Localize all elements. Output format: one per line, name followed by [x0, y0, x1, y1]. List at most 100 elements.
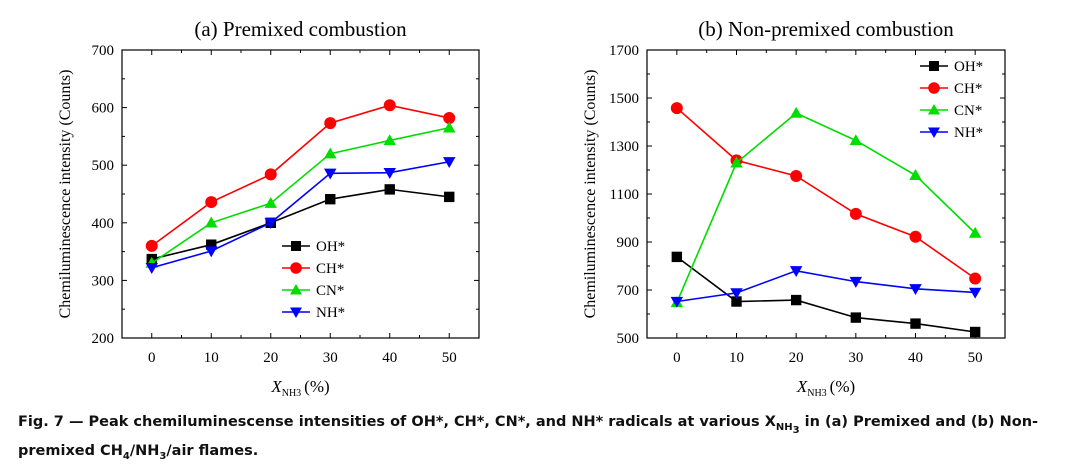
legend-label: OH*: [954, 59, 983, 75]
caption-x-sub: NH: [775, 421, 793, 433]
legend-marker: [928, 127, 940, 138]
data-point: [205, 246, 218, 258]
data-point: [383, 168, 396, 179]
x-axis-label-unit: (%): [830, 377, 855, 396]
y-tick-label: 1100: [610, 187, 639, 203]
y-tick-label: 400: [92, 216, 115, 232]
series-cn: [670, 106, 982, 308]
series-line: [151, 126, 450, 264]
legend-label: CN*: [954, 103, 982, 119]
legend-marker: [290, 262, 302, 274]
legend-label: CN*: [316, 283, 344, 299]
legend: OH* CH* CN* NH*: [920, 59, 983, 141]
x-axis-label-sub: NH3: [807, 388, 826, 399]
x-tick-label: 50: [442, 350, 457, 366]
x-axis-label-var: X: [270, 377, 282, 396]
y-tick-label: 700: [617, 283, 640, 299]
data-point: [443, 111, 456, 124]
legend: OH* CH* CN* NH*: [282, 239, 345, 321]
data-point: [264, 168, 277, 181]
data-point: [969, 326, 981, 338]
figure: (a) Premixed combustion20030040050060070…: [57, 17, 1006, 399]
data-point: [145, 239, 158, 252]
y-tick-label: 500: [617, 331, 640, 347]
legend-marker: [928, 82, 940, 94]
data-point: [789, 106, 803, 118]
x-tick-label: 0: [673, 350, 681, 366]
y-tick-label: 1700: [609, 43, 639, 59]
legend-label: OH*: [316, 239, 345, 255]
series-line: [151, 104, 450, 247]
figure-caption: Fig. 7 — Peak chemiluminescense intensit…: [18, 412, 1068, 467]
data-point: [731, 296, 742, 307]
series-nh: [145, 157, 456, 274]
x-tick-label: 10: [729, 350, 744, 366]
y-tick-label: 1300: [609, 139, 639, 155]
y-axis-label: Chemiluminescence intensity (Counts): [582, 70, 599, 319]
data-point: [205, 216, 218, 228]
y-tick-label: 1500: [609, 91, 639, 107]
data-point: [670, 296, 684, 308]
caption-text-1: Fig. 7 — Peak chemiluminescense intensit…: [18, 414, 765, 430]
data-point: [909, 230, 922, 243]
data-point: [850, 312, 862, 323]
series-nh: [670, 266, 982, 308]
legend-marker: [290, 284, 302, 295]
data-point: [324, 147, 337, 159]
legend-marker: [929, 61, 939, 71]
caption-x-sub2: 3: [792, 424, 800, 436]
chart-title: (b) Non-premixed combustion: [698, 17, 954, 41]
series-line: [151, 188, 450, 260]
data-point: [383, 99, 396, 112]
data-point: [909, 284, 922, 296]
data-point: [205, 196, 218, 209]
data-point: [384, 184, 395, 195]
caption-text-3: premixed CH: [18, 442, 123, 459]
data-point: [910, 318, 921, 329]
data-point: [383, 134, 396, 146]
x-axis-label: XNH3 (%): [796, 377, 855, 399]
caption-text-4: /NH: [129, 442, 160, 459]
y-tick-label: 600: [92, 101, 115, 117]
y-tick-label: 500: [92, 158, 115, 174]
legend-label: CH*: [954, 81, 982, 97]
data-point: [849, 134, 863, 146]
series-line: [676, 107, 976, 280]
data-point: [730, 156, 743, 168]
x-axis-label-unit: (%): [304, 377, 329, 396]
x-tick-label: 30: [323, 350, 338, 366]
series-ch: [145, 99, 456, 252]
legend-label: NH*: [316, 305, 345, 321]
data-point: [264, 196, 277, 208]
x-tick-label: 20: [789, 350, 804, 366]
chart-panel-a: (a) Premixed combustion20030040050060070…: [57, 17, 480, 399]
data-point: [909, 169, 922, 180]
legend-label: NH*: [954, 125, 983, 141]
caption-sub-1: 4: [122, 450, 130, 462]
data-point: [206, 239, 217, 250]
x-axis-label-var: X: [796, 377, 808, 396]
legend-label: CH*: [316, 261, 344, 277]
caption-sub-2: 3: [159, 450, 167, 462]
data-point: [671, 251, 683, 263]
data-point: [790, 170, 803, 182]
data-point: [264, 218, 277, 230]
data-point: [324, 168, 337, 180]
series-line: [676, 112, 976, 303]
series-line: [151, 160, 450, 269]
data-point: [730, 288, 743, 300]
data-point: [968, 226, 982, 238]
y-tick-label: 200: [92, 331, 115, 347]
caption-text-5: /air flames.: [166, 442, 259, 459]
data-point: [968, 287, 982, 299]
x-axis-label-sub: NH3: [282, 388, 301, 399]
series-oh: [146, 184, 455, 265]
y-tick-label: 700: [92, 43, 115, 59]
data-point: [969, 272, 982, 285]
chart-panel-b: (b) Non-premixed combustion5007009001100…: [582, 17, 1006, 399]
data-point: [324, 117, 337, 130]
caption-text-2: in (a) Premixed and (b) Non-: [799, 414, 1039, 430]
data-point: [670, 102, 683, 115]
x-tick-label: 30: [848, 350, 863, 366]
data-point: [789, 266, 803, 278]
